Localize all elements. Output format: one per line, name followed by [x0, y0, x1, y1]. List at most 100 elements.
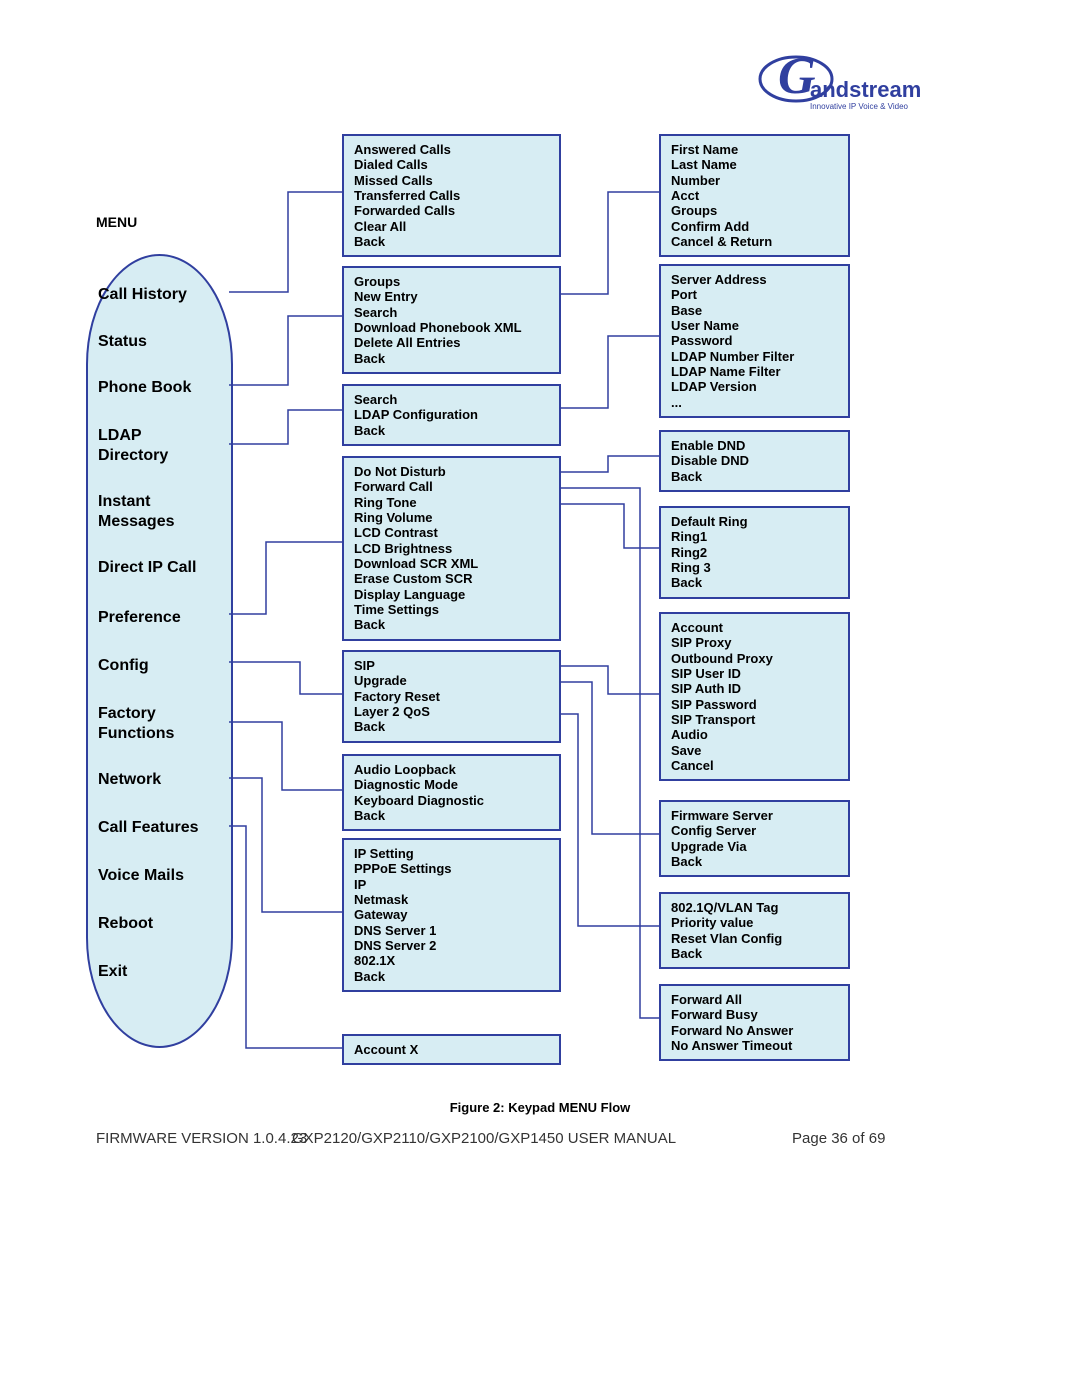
- sub-item: IP: [354, 877, 549, 892]
- submenu-config: SIPUpgradeFactory ResetLayer 2 QoSBack: [342, 650, 561, 743]
- submenu-new-entry: First NameLast NameNumberAcctGroupsConfi…: [659, 134, 850, 257]
- footer-left: FIRMWARE VERSION 1.0.4.23: [96, 1130, 307, 1147]
- sub-item: Do Not Disturb: [354, 464, 549, 479]
- sub-item: LDAP Name Filter: [671, 364, 838, 379]
- sub-item: Gateway: [354, 907, 549, 922]
- submenu-forward: Forward AllForward BusyForward No Answer…: [659, 984, 850, 1061]
- sub-item: Groups: [354, 274, 549, 289]
- figure-caption: Figure 2: Keypad MENU Flow: [0, 1100, 1080, 1115]
- sub-item: SIP: [354, 658, 549, 673]
- menu-item-call-features: Call Features: [98, 818, 198, 837]
- sub-item: Forwarded Calls: [354, 203, 549, 218]
- sub-item: Firmware Server: [671, 808, 838, 823]
- sub-item: Time Settings: [354, 602, 549, 617]
- sub-item: Back: [354, 617, 549, 632]
- menu-item-im2: Messages: [98, 512, 175, 531]
- sub-item: Netmask: [354, 892, 549, 907]
- sub-item: Back: [354, 351, 549, 366]
- sub-item: Upgrade: [354, 673, 549, 688]
- sub-item: Answered Calls: [354, 142, 549, 157]
- menu-item-call-history: Call History: [98, 285, 187, 304]
- sub-item: Transferred Calls: [354, 188, 549, 203]
- sub-item: Erase Custom SCR: [354, 571, 549, 586]
- submenu-network: IP SettingPPPoE SettingsIPNetmaskGateway…: [342, 838, 561, 992]
- sub-item: Password: [671, 333, 838, 348]
- sub-item: Forward Call: [354, 479, 549, 494]
- sub-item: Forward All: [671, 992, 838, 1007]
- submenu-ringtone: Default RingRing1Ring2Ring 3Back: [659, 506, 850, 599]
- sub-item: Confirm Add: [671, 219, 838, 234]
- submenu-call-features: Account X: [342, 1034, 561, 1065]
- sub-item: ...: [671, 395, 838, 410]
- sub-item: Display Language: [354, 587, 549, 602]
- sub-item: Port: [671, 287, 838, 302]
- sub-item: Back: [671, 854, 838, 869]
- sub-item: Keyboard Diagnostic: [354, 793, 549, 808]
- sub-item: Back: [354, 969, 549, 984]
- sub-item: Back: [354, 423, 549, 438]
- sub-item: 802.1X: [354, 953, 549, 968]
- sub-item: Number: [671, 173, 838, 188]
- sub-item: User Name: [671, 318, 838, 333]
- menu-item-direct-ip: Direct IP Call: [98, 558, 196, 577]
- submenu-l2qos: 802.1Q/VLAN TagPriority valueReset Vlan …: [659, 892, 850, 969]
- sub-item: Account X: [354, 1042, 549, 1057]
- menu-item-preference: Preference: [98, 608, 181, 627]
- footer-center: GXP2120/GXP2110/GXP2100/GXP1450 USER MAN…: [292, 1130, 676, 1147]
- sub-item: Ring Tone: [354, 495, 549, 510]
- sub-item: Account: [671, 620, 838, 635]
- sub-item: Search: [354, 392, 549, 407]
- sub-item: Default Ring: [671, 514, 838, 529]
- sub-item: Ring 3: [671, 560, 838, 575]
- sub-item: SIP Transport: [671, 712, 838, 727]
- menu-item-phone-book: Phone Book: [98, 378, 191, 397]
- sub-item: Cancel: [671, 758, 838, 773]
- sub-item: LDAP Configuration: [354, 407, 549, 422]
- sub-item: Groups: [671, 203, 838, 218]
- sub-item: Base: [671, 303, 838, 318]
- sub-item: Ring2: [671, 545, 838, 560]
- sub-item: Diagnostic Mode: [354, 777, 549, 792]
- sub-item: Reset Vlan Config: [671, 931, 838, 946]
- sub-item: Search: [354, 305, 549, 320]
- menu-item-config: Config: [98, 656, 149, 675]
- sub-item: PPPoE Settings: [354, 861, 549, 876]
- menu-item-exit: Exit: [98, 962, 127, 981]
- menu-item-im1: Instant: [98, 492, 150, 511]
- submenu-upgrade: Firmware ServerConfig ServerUpgrade ViaB…: [659, 800, 850, 877]
- sub-item: Save: [671, 743, 838, 758]
- sub-item: Server Address: [671, 272, 838, 287]
- sub-item: Forward Busy: [671, 1007, 838, 1022]
- sub-item: Upgrade Via: [671, 839, 838, 854]
- sub-item: DNS Server 2: [354, 938, 549, 953]
- sub-item: Forward No Answer: [671, 1023, 838, 1038]
- sub-item: LDAP Number Filter: [671, 349, 838, 364]
- sub-item: Enable DND: [671, 438, 838, 453]
- submenu-ldap-config: Server AddressPortBaseUser NamePasswordL…: [659, 264, 850, 418]
- footer-right: Page 36 of 69: [792, 1130, 885, 1147]
- logo: G andstream Innovative IP Voice & Video: [752, 45, 927, 125]
- sub-item: LDAP Version: [671, 379, 838, 394]
- sub-item: Ring Volume: [354, 510, 549, 525]
- sub-item: Delete All Entries: [354, 335, 549, 350]
- submenu-call-history: Answered CallsDialed CallsMissed CallsTr…: [342, 134, 561, 257]
- menu-item-factory2: Functions: [98, 724, 174, 743]
- submenu-dnd: Enable DNDDisable DNDBack: [659, 430, 850, 492]
- sub-item: Back: [354, 234, 549, 249]
- menu-item-factory1: Factory: [98, 704, 156, 723]
- menu-item-status: Status: [98, 332, 147, 351]
- sub-item: LCD Contrast: [354, 525, 549, 540]
- svg-text:andstream: andstream: [810, 77, 921, 102]
- sub-item: SIP User ID: [671, 666, 838, 681]
- sub-item: New Entry: [354, 289, 549, 304]
- sub-item: Cancel & Return: [671, 234, 838, 249]
- sub-item: Clear All: [354, 219, 549, 234]
- menu-item-reboot: Reboot: [98, 914, 153, 933]
- menu-item-network: Network: [98, 770, 161, 789]
- submenu-factory: Audio LoopbackDiagnostic ModeKeyboard Di…: [342, 754, 561, 831]
- sub-item: SIP Auth ID: [671, 681, 838, 696]
- sub-item: SIP Proxy: [671, 635, 838, 650]
- sub-item: Dialed Calls: [354, 157, 549, 172]
- sub-item: Priority value: [671, 915, 838, 930]
- sub-item: Back: [354, 808, 549, 823]
